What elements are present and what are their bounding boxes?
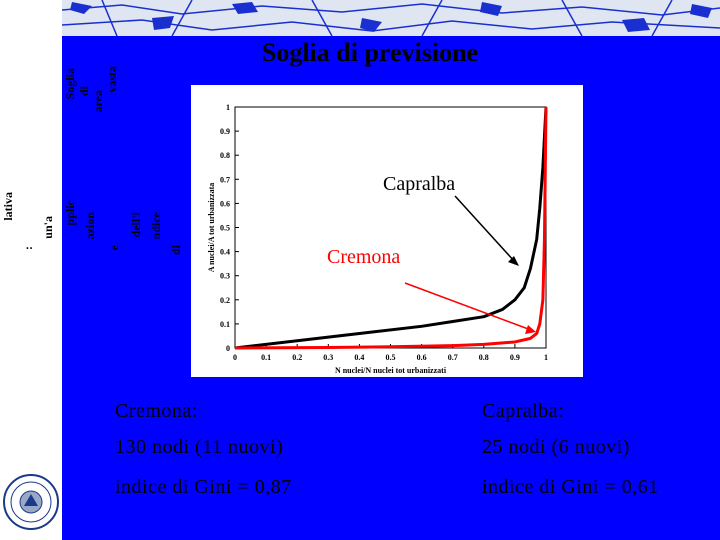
x-tick-label: 0.9	[510, 353, 520, 362]
x-tick-label: 0.7	[448, 353, 458, 362]
vertical-label-10: dell'i	[129, 212, 143, 238]
y-tick-label: 0	[226, 344, 230, 353]
y-axis-title: A nuclei/A tot urbanizzata	[207, 183, 216, 273]
y-tick-label: 0.1	[220, 320, 230, 329]
annotation-capralba: Capralba	[383, 173, 456, 195]
x-tick-label: 0.2	[292, 353, 302, 362]
vertical-label-11: ndice	[149, 212, 163, 240]
vertical-label-0: Soglia	[63, 68, 77, 100]
y-tick-label: 0.3	[220, 272, 230, 281]
university-seal-logo	[3, 474, 59, 530]
x-tick-label: 1	[544, 353, 548, 362]
x-axis-title: N nuclei/N nuclei tot urbanizzati	[335, 366, 447, 375]
y-tick-label: 0.8	[220, 151, 230, 160]
y-tick-label: 0.6	[220, 199, 230, 208]
annotation-cremona: Cremona	[327, 246, 401, 268]
y-tick-label: 0.9	[220, 127, 230, 136]
lorenz-chart: 0 0.1 0.2 0.3 0.4 0.5 0.6 0.7 0.8 0.9 1 0 0.1 0.2 0.3 0…	[207, 103, 548, 375]
stat-cremona-gini: indice di Gini = 0,87	[115, 476, 292, 498]
vertical-label-4: lativa	[1, 192, 15, 221]
y-tick-label: 0.4	[220, 248, 230, 257]
stat-capralba-gini: indice di Gini = 0,61	[482, 476, 659, 498]
series-line-cremona	[234, 106, 548, 350]
top-banner-map	[62, 0, 720, 36]
stat-cremona-nodes: 130 nodi (11 nuovi)	[115, 436, 284, 458]
vertical-label-8: azion	[83, 212, 97, 240]
vertical-label-1: di	[77, 86, 91, 97]
vertical-label-5: :	[21, 246, 35, 250]
stat-capralba-label: Capralba:	[482, 400, 565, 422]
x-tick-label: 0.3	[323, 353, 333, 362]
stat-capralba-nodes: 25 nodi (6 nuovi)	[482, 436, 630, 458]
y-tick-label: 0.7	[220, 175, 230, 184]
y-tick-label: 0.2	[220, 296, 230, 305]
vertical-label-12: di	[169, 245, 183, 256]
slide-title: Soglia di previsione	[261, 38, 479, 67]
chart-panel: 0 0.1 0.2 0.3 0.4 0.5 0.6 0.7 0.8 0.9 1 0 0.1 0.2 0.3 0…	[191, 85, 583, 377]
stat-cremona-label: Cremona:	[115, 400, 198, 422]
vertical-label-3: vasta	[105, 66, 119, 93]
y-tick-label: 1	[226, 103, 230, 112]
vertical-label-2: area	[91, 90, 105, 113]
y-tick-label: 0.5	[220, 224, 230, 233]
x-tick-label: 0.5	[386, 353, 396, 362]
x-tick-label: 0.1	[261, 353, 271, 362]
x-tick-label: 0.8	[479, 353, 489, 362]
x-tick-label: 0	[233, 353, 237, 362]
series-line-capralba	[234, 106, 548, 350]
map-texture	[62, 0, 720, 36]
x-tick-label: 0.4	[354, 353, 364, 362]
left-strip	[0, 0, 62, 540]
vertical-label-7: pplic	[63, 200, 77, 226]
x-tick-label: 0.6	[417, 353, 427, 362]
vertical-label-6: un'a	[41, 216, 55, 239]
vertical-label-9: e	[107, 245, 121, 251]
